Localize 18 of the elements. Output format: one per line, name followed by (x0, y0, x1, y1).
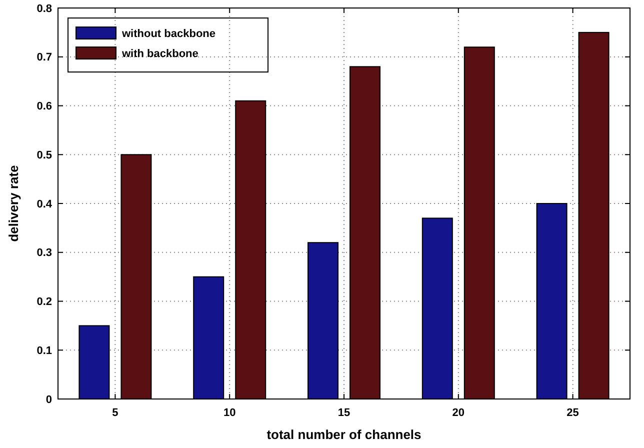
y-tick-label: 0.1 (36, 344, 52, 357)
y-tick-label: 0.8 (36, 2, 52, 15)
x-tick-label: 15 (338, 407, 350, 419)
y-tick-label: 0 (46, 394, 52, 406)
y-tick-label: 0.3 (36, 247, 52, 260)
x-tick-label: 10 (223, 407, 236, 419)
y-tick-label: 0.2 (36, 296, 52, 308)
legend-label: without backbone (121, 28, 216, 40)
y-tick-label: 0.4 (36, 198, 53, 210)
y-tick-label: 0.6 (36, 100, 52, 113)
x-tick-label: 25 (566, 407, 579, 419)
y-tick-label: 0.5 (36, 149, 52, 162)
y-tick-label: 0.7 (36, 52, 52, 64)
x-tick-label: 5 (112, 407, 118, 419)
legend-label: with backbone (121, 48, 198, 60)
x-axis-title: total number of channels (266, 427, 422, 442)
x-tick-label: 20 (452, 407, 465, 419)
y-axis-title: delivery rate (6, 165, 21, 242)
